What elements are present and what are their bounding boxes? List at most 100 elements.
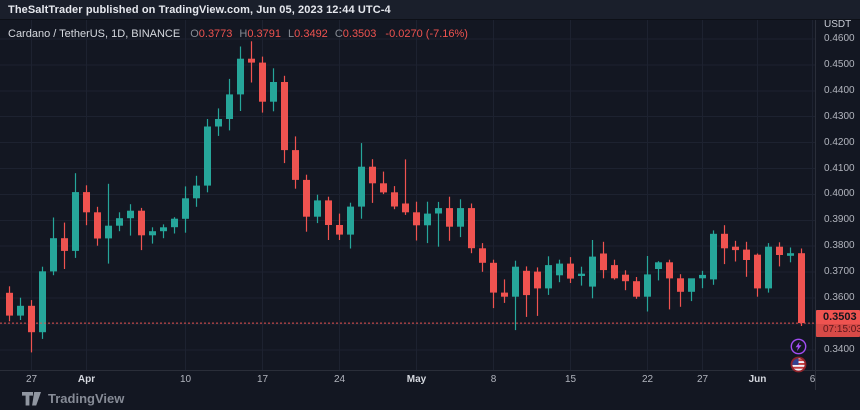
candle [743,241,750,277]
candle [402,159,409,215]
time-axis-label: 22 [641,374,654,385]
price-axis-label: 0.3400 [824,343,855,355]
candle [138,207,145,251]
publisher-bar: TheSaltTrader published on TradingView.c… [0,0,860,20]
price-axis[interactable]: USDT 0.4600 0.4500 0.4400 0.4300 0.4200 0.410… [816,19,860,370]
lightning-event-icon[interactable] [790,338,807,355]
candle [468,203,475,254]
candle [314,194,321,224]
candle [732,240,739,262]
candle [776,242,783,267]
candle [490,259,497,309]
candle [600,241,607,279]
candle [501,279,508,303]
candle [116,212,123,232]
time-axis-label: 15 [564,374,577,385]
candle [347,202,354,249]
candle [358,143,365,219]
candle [633,277,640,299]
candle [611,259,618,280]
candle [787,247,794,263]
candle [699,270,706,289]
price-axis-label: 0.3900 [824,214,855,226]
candle [39,266,46,339]
symbol-legend[interactable]: Cardano / TetherUS, 1D, BINANCE O0.3773 … [8,27,468,41]
price-axis-label: 0.4500 [824,58,855,70]
price-axis-label: 0.3700 [824,266,855,278]
time-axis-label: 27 [696,374,709,385]
candle [512,260,519,331]
candle [369,159,376,203]
candle [28,300,35,353]
price-axis-label: 0.4000 [824,188,855,200]
candle [710,230,717,285]
time-axis-label: 6 [809,374,816,385]
watermark-label: TradingView [48,391,125,406]
last-price-value: 0.3503 [823,311,857,324]
candle [754,253,761,297]
price-axis-label: 0.4600 [824,33,855,44]
time-axis-label: 24 [333,374,346,385]
candle [622,270,629,291]
last-price-countdown-label: 0.3503 07:15:03 [816,310,860,338]
candle [94,206,101,246]
candle [413,201,420,241]
candle [380,171,387,195]
time-axis-label: May [406,374,427,385]
candle [655,261,662,281]
candle [226,78,233,131]
time-axis-label: Jun [748,374,767,385]
time-axis[interactable]: 27 Apr 10 17 24 May 8 15 22 27 Jun 6 [0,371,860,390]
candle [721,225,728,265]
price-axis-label: 0.4400 [824,84,855,96]
candle [457,199,464,238]
candle [435,201,442,247]
legend-low: L0.3492 [288,28,328,40]
candle [688,278,695,302]
candle [259,56,266,113]
publisher-text: TheSaltTrader published on TradingView.c… [8,4,391,16]
legend-high: H0.3791 [239,28,282,40]
candle [325,196,332,240]
legend-change: -0.0270 (-7.16%) [385,28,468,40]
candle [567,257,574,283]
candle [578,266,585,286]
legend-close: C0.3503 [334,28,377,40]
candle [83,185,90,226]
candle [17,297,24,320]
candle [193,175,200,207]
tradingview-watermark[interactable]: TradingView [22,391,124,406]
price-axis-label: 0.4100 [824,162,855,174]
candle [270,68,277,112]
candle [171,217,178,234]
candle [677,274,684,307]
candle [303,174,310,232]
bottom-bar: TradingView [0,390,860,410]
time-axis-label: 10 [179,374,192,385]
candle [204,119,211,193]
time-axis-label: 27 [25,374,38,385]
candle [589,240,596,299]
candle [72,173,79,258]
us-flag-event-icon[interactable] [790,356,807,373]
candle [160,224,167,239]
candle [6,286,13,322]
price-axis-label: 0.3800 [824,240,855,252]
tradingview-logo-icon [22,391,41,405]
candle [534,267,541,316]
candle [644,256,651,312]
candle [446,196,453,241]
price-axis-label: 0.4300 [824,110,855,122]
candle [666,259,673,310]
candle [336,213,343,240]
candle [50,217,57,276]
symbol-title[interactable]: Cardano / TetherUS, 1D, BINANCE [8,28,181,40]
candle [556,259,563,283]
candle [215,108,222,136]
price-axis-label: 0.3600 [824,292,855,303]
bar-countdown: 07:15:03 [816,324,860,338]
candle [292,136,299,189]
candle [182,186,189,233]
time-axis-label: 17 [256,374,269,385]
